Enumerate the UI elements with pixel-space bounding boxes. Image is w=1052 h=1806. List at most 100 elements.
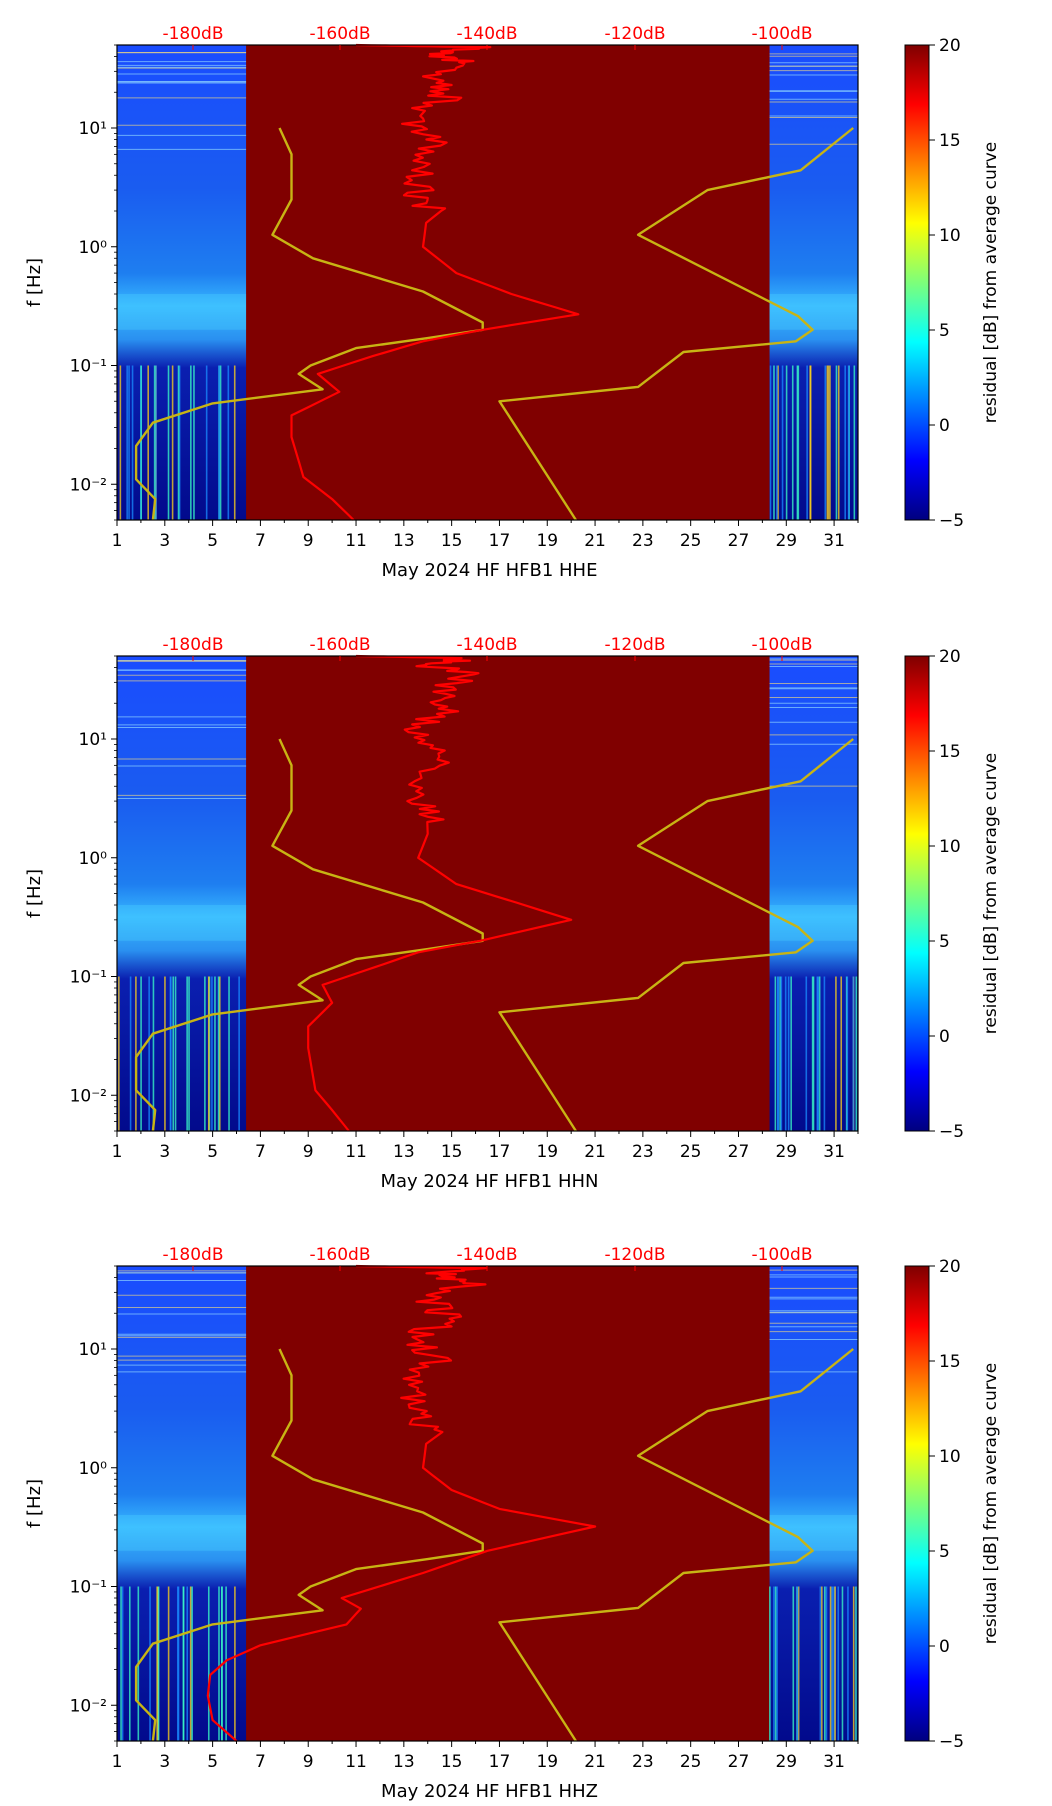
colorbar-tick-label: −5 bbox=[939, 1122, 964, 1142]
top-tick-label: -120dB bbox=[604, 635, 665, 655]
x-tick-label: 1 bbox=[112, 1752, 123, 1772]
y-tick-label: 10⁻² bbox=[70, 1696, 107, 1716]
x-axis-label: May 2024 HF HFB1 HHE bbox=[382, 560, 598, 581]
x-tick-label: 13 bbox=[393, 1752, 415, 1772]
spectrogram-block bbox=[769, 45, 858, 520]
colorbar-tick-label: −5 bbox=[939, 1732, 964, 1752]
panel-hhe: 1 3 5 7 9 11 13 15 17 19 21 23 25 27 29 3110⁻²10⁻¹10⁰10… bbox=[24, 24, 1001, 581]
panel-hhn: 1 3 5 7 9 11 13 15 17 19 21 23 25 27 29 3110⁻²10⁻¹10⁰10… bbox=[24, 635, 1001, 1192]
x-tick-label: 27 bbox=[728, 531, 750, 551]
x-axis-label: May 2024 HF HFB1 HHN bbox=[380, 1171, 598, 1192]
x-tick-label: 23 bbox=[632, 1752, 654, 1772]
y-tick-label: 10⁻² bbox=[70, 1086, 107, 1106]
colorbar-label: residual [dB] from average curve bbox=[981, 1363, 1001, 1644]
x-tick-label: 7 bbox=[255, 1752, 266, 1772]
y-tick-label: 10⁻¹ bbox=[70, 968, 107, 988]
microseism-band bbox=[117, 905, 247, 941]
x-tick-label: 11 bbox=[345, 1142, 367, 1162]
y-tick-label: 10⁰ bbox=[79, 849, 108, 869]
colorbar-tick-label: 20 bbox=[939, 1257, 961, 1277]
x-tick-label: 13 bbox=[393, 531, 415, 551]
colorbar-tick-label: 0 bbox=[939, 1027, 950, 1047]
microseism-band bbox=[117, 294, 247, 330]
x-tick-label: 19 bbox=[536, 1752, 558, 1772]
colorbar-gradient bbox=[904, 1265, 930, 1742]
average-curve bbox=[290, 43, 580, 521]
top-tick-label: -160dB bbox=[309, 24, 370, 44]
x-tick-label: 11 bbox=[345, 531, 367, 551]
x-tick-label: 1 bbox=[112, 1142, 123, 1162]
colorbar: 20 15 10 5 0 −5 residual [dB] from average cur… bbox=[904, 36, 1001, 531]
colorbar-tick-label: 5 bbox=[939, 321, 950, 341]
top-tick-label: -100dB bbox=[751, 24, 812, 44]
x-tick-label: 31 bbox=[823, 531, 845, 551]
x-tick-label: 7 bbox=[255, 531, 266, 551]
colorbar-tick-label: 20 bbox=[939, 647, 961, 667]
top-tick-label: -180dB bbox=[162, 635, 223, 655]
y-tick-label: 10⁻¹ bbox=[70, 357, 107, 377]
x-tick-label: 19 bbox=[536, 531, 558, 551]
top-tick-label: -180dB bbox=[162, 24, 223, 44]
model-curve-low bbox=[134, 127, 484, 521]
x-tick-label: 11 bbox=[345, 1752, 367, 1772]
microseism-band bbox=[769, 1515, 858, 1551]
top-tick-label: -140dB bbox=[456, 635, 517, 655]
colorbar-gradient bbox=[904, 655, 930, 1132]
average-curve bbox=[307, 654, 573, 1132]
x-tick-label: 25 bbox=[680, 531, 702, 551]
colorbar-label: residual [dB] from average curve bbox=[981, 753, 1001, 1034]
x-tick-label: 27 bbox=[728, 1752, 750, 1772]
x-tick-label: 9 bbox=[303, 1752, 314, 1772]
x-tick-label: 7 bbox=[255, 1142, 266, 1162]
x-tick-label: 23 bbox=[632, 1142, 654, 1162]
colorbar-tick-label: 15 bbox=[939, 1352, 961, 1372]
x-tick-label: 17 bbox=[489, 1752, 511, 1772]
top-tick-label: -140dB bbox=[456, 1245, 517, 1265]
x-tick-label: 9 bbox=[303, 1142, 314, 1162]
colorbar-tick-label: 15 bbox=[939, 131, 961, 151]
model-curve-low bbox=[134, 738, 484, 1132]
colorbar-tick-label: 15 bbox=[939, 742, 961, 762]
top-tick-label: -120dB bbox=[604, 1245, 665, 1265]
colorbar: 20 15 10 5 0 −5 residual [dB] from average cur… bbox=[904, 1257, 1001, 1752]
x-tick-label: 17 bbox=[489, 531, 511, 551]
x-tick-label: 29 bbox=[775, 1142, 797, 1162]
spectrogram-data bbox=[117, 45, 858, 520]
x-tick-label: 15 bbox=[441, 1752, 463, 1772]
colorbar-gradient bbox=[904, 44, 930, 521]
x-tick-label: 5 bbox=[207, 531, 218, 551]
x-tick-label: 21 bbox=[584, 1142, 606, 1162]
top-tick-label: -100dB bbox=[751, 1245, 812, 1265]
colorbar-tick-label: 20 bbox=[939, 36, 961, 56]
x-tick-label: 31 bbox=[823, 1142, 845, 1162]
x-tick-label: 13 bbox=[393, 1142, 415, 1162]
model-curve-high bbox=[498, 1348, 854, 1742]
top-tick-label: -120dB bbox=[604, 24, 665, 44]
microseism-band bbox=[769, 294, 858, 330]
colorbar-tick-label: 0 bbox=[939, 1637, 950, 1657]
model-curve-high bbox=[498, 127, 854, 521]
x-tick-label: 23 bbox=[632, 531, 654, 551]
x-tick-label: 5 bbox=[207, 1142, 218, 1162]
x-tick-label: 29 bbox=[775, 531, 797, 551]
colorbar-tick-label: 10 bbox=[939, 226, 961, 246]
x-tick-label: 1 bbox=[112, 531, 123, 551]
panel-hhz: 1 3 5 7 9 11 13 15 17 19 21 23 25 27 29 3110⁻²10⁻¹10⁰10… bbox=[24, 1245, 1001, 1802]
y-tick-label: 10⁰ bbox=[79, 238, 108, 258]
colorbar-tick-label: 5 bbox=[939, 1542, 950, 1562]
y-tick-label: 10⁻² bbox=[70, 475, 107, 495]
x-tick-label: 3 bbox=[159, 531, 170, 551]
microseism-band bbox=[769, 905, 858, 941]
y-axis-label: f [Hz] bbox=[24, 258, 45, 307]
x-tick-label: 3 bbox=[159, 1752, 170, 1772]
y-tick-label: 10⁰ bbox=[79, 1459, 108, 1479]
colorbar-label: residual [dB] from average curve bbox=[981, 142, 1001, 423]
y-tick-label: 10¹ bbox=[79, 730, 107, 750]
y-tick-label: 10¹ bbox=[79, 1340, 107, 1360]
y-tick-label: 10¹ bbox=[79, 119, 107, 139]
x-axis-label: May 2024 HF HFB1 HHZ bbox=[381, 1781, 598, 1802]
x-tick-label: 15 bbox=[441, 1142, 463, 1162]
x-tick-label: 25 bbox=[680, 1752, 702, 1772]
microseism-band bbox=[117, 1515, 247, 1551]
